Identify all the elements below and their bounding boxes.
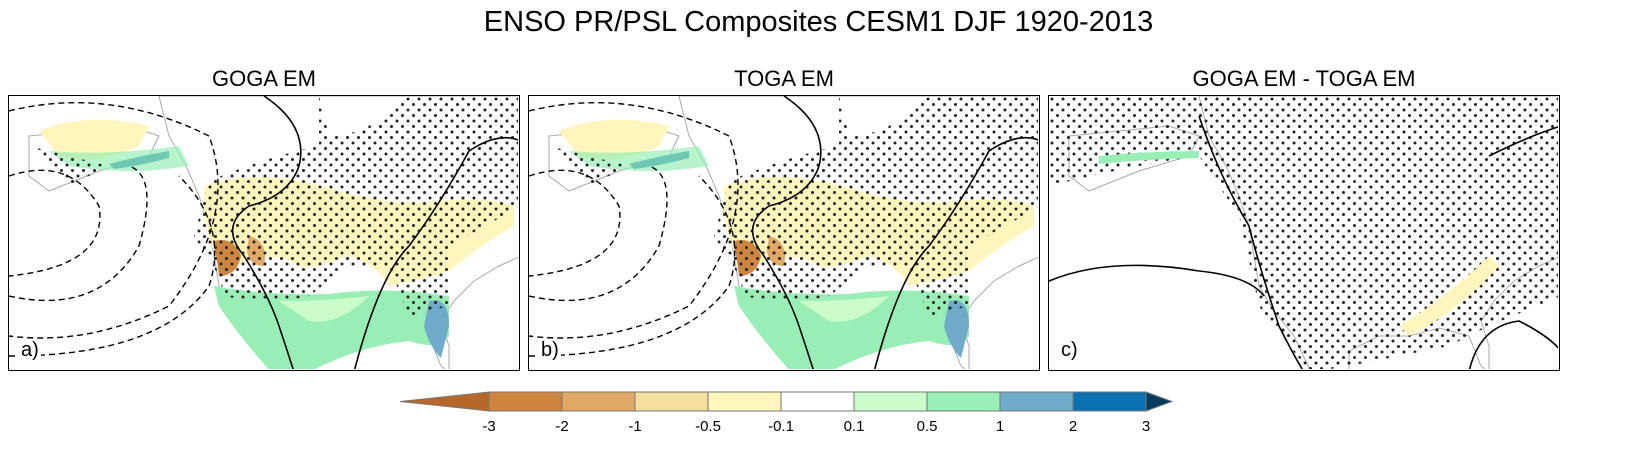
colorbar-box bbox=[488, 391, 563, 412]
colorbar-box bbox=[999, 391, 1074, 412]
colorbar-low-triangle bbox=[399, 391, 490, 412]
colorbar-box bbox=[780, 391, 855, 412]
psl-contour-zero-east bbox=[873, 136, 1038, 369]
map bbox=[529, 96, 1038, 369]
psl-contour-neg4 bbox=[529, 101, 739, 339]
colorbar-tick-label: -0.1 bbox=[768, 418, 794, 435]
psl-diff-zero-west bbox=[1198, 115, 1304, 369]
panel-b-title: TOGA EM bbox=[734, 66, 834, 91]
panel-c-title: GOGA EM - TOGA EM bbox=[1192, 66, 1416, 91]
psl-contour-neg4b bbox=[9, 175, 216, 357]
precip-alaska-dry bbox=[39, 119, 149, 160]
colorbar-tick-label: 0.1 bbox=[843, 418, 865, 435]
panel-a-title: GOGA EM bbox=[212, 66, 316, 91]
psl-contour-neg8b bbox=[9, 165, 148, 302]
psl-contour-neg4 bbox=[9, 101, 219, 339]
figure-title: ENSO PR/PSL Composites CESM1 DJF 1920-20… bbox=[483, 6, 1154, 38]
precip-south-wet bbox=[734, 286, 969, 369]
significance-stipple bbox=[29, 96, 518, 316]
colorbar-tick-label: 0.5 bbox=[916, 418, 938, 435]
significance-stipple bbox=[549, 96, 1038, 316]
map-panel-toga: b) bbox=[528, 95, 1040, 371]
precip-southeast-wet-strong bbox=[424, 300, 449, 358]
map-panel-difference: c) bbox=[1048, 95, 1560, 371]
colorbar-box bbox=[853, 391, 928, 412]
colorbar-box bbox=[561, 391, 636, 412]
colorbar-tick-label: 1 bbox=[995, 418, 1005, 435]
significance-stipple bbox=[1049, 96, 1558, 369]
colorbar-tick-label: -0.5 bbox=[695, 418, 721, 435]
colorbar-tick-label: -2 bbox=[555, 418, 569, 435]
precip-alaska-dry bbox=[559, 119, 669, 160]
psl-contour-zero-west bbox=[231, 96, 302, 369]
colorbar-box bbox=[634, 391, 709, 412]
colorbar-box bbox=[707, 391, 782, 412]
colorbar-tick-label: -1 bbox=[628, 418, 642, 435]
precip-south-wet bbox=[214, 286, 449, 369]
map bbox=[9, 96, 518, 369]
colorbar-tick-label: 2 bbox=[1068, 418, 1078, 435]
precip-diff-dry bbox=[1399, 256, 1499, 336]
map bbox=[1049, 96, 1558, 369]
psl-contour-zero-west bbox=[751, 96, 822, 369]
psl-contour-neg4b bbox=[529, 175, 736, 357]
colorbar-box bbox=[1072, 391, 1147, 412]
precip-diff-wet bbox=[1099, 151, 1199, 164]
colorbar-box bbox=[926, 391, 1001, 412]
psl-contour-zero-east bbox=[353, 136, 518, 369]
colorbar-tick-label: -3 bbox=[482, 418, 496, 435]
psl-diff-zero-ne bbox=[1488, 126, 1558, 157]
precip-south-wet-light bbox=[799, 296, 889, 322]
colorbar-high-triangle bbox=[1145, 391, 1174, 412]
psl-contour-neg8 bbox=[529, 169, 621, 277]
colorbar-tick-label: 3 bbox=[1141, 418, 1151, 435]
panel-label: a) bbox=[19, 339, 41, 362]
precip-southeast-wet-strong bbox=[944, 300, 969, 358]
panel-label: b) bbox=[539, 339, 561, 362]
precip-south-wet-light bbox=[279, 296, 369, 322]
psl-contour-neg8 bbox=[9, 169, 101, 277]
psl-diff-zero-se bbox=[1468, 320, 1558, 369]
psl-contour-neg8b bbox=[529, 165, 668, 302]
psl-diff-zero-mid bbox=[1049, 264, 1265, 297]
map-panel-goga: a) bbox=[8, 95, 520, 371]
panel-label: c) bbox=[1059, 339, 1080, 362]
